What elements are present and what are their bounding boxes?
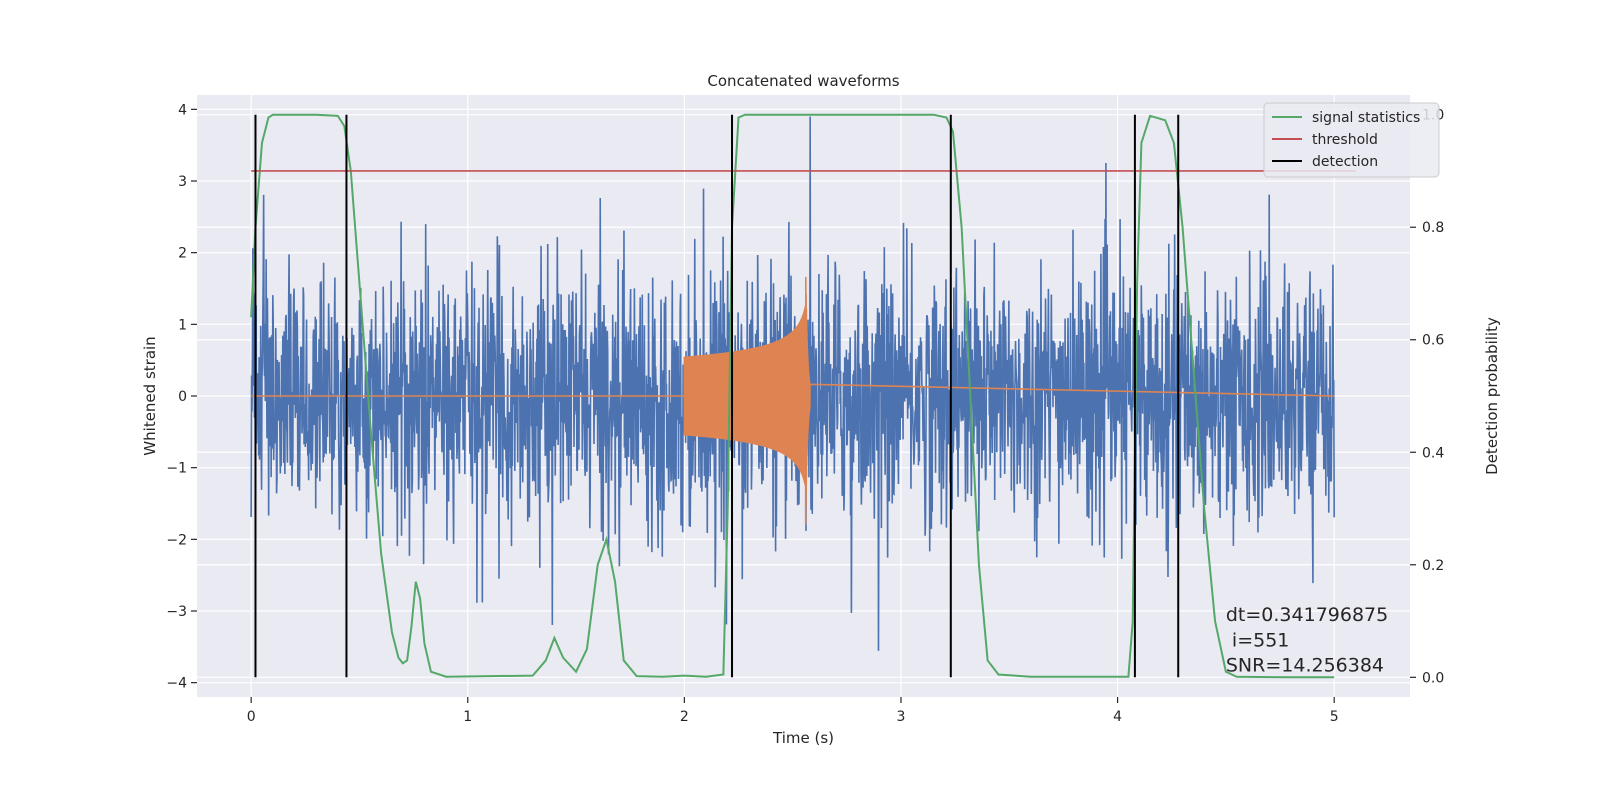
x-tick-label: 5 bbox=[1330, 709, 1339, 725]
x-tick-label: 4 bbox=[1113, 709, 1122, 725]
y2-tick-label: 0.0 bbox=[1422, 670, 1444, 686]
x-tick-label: 0 bbox=[247, 709, 256, 725]
y-tick-label: 0 bbox=[178, 389, 187, 405]
y-tick-label: −4 bbox=[166, 676, 187, 692]
injection-series-line bbox=[251, 276, 1335, 525]
signal-statistics-line bbox=[250, 113, 1335, 679]
y-axis-label: Whitened strain bbox=[141, 336, 159, 455]
annotation-dt: dt=0.341796875 bbox=[1226, 604, 1388, 626]
y2-tick-label: 0.6 bbox=[1422, 333, 1444, 349]
y-tick-label: −3 bbox=[166, 604, 187, 620]
y2-axis-label: Detection probability bbox=[1483, 317, 1501, 475]
y2-tick-label: 0.4 bbox=[1422, 445, 1444, 461]
y-tick-label: 1 bbox=[178, 317, 187, 333]
chart-title: Concatenated waveforms bbox=[707, 72, 899, 90]
y2-tick-label: 0.2 bbox=[1422, 558, 1444, 574]
y2-tick-label: 0.8 bbox=[1422, 220, 1444, 236]
legend-box bbox=[1263, 102, 1440, 178]
y-tick-label: 3 bbox=[178, 174, 187, 190]
y-tick-label: 2 bbox=[178, 246, 187, 262]
legend-label-signal-statistics: signal statistics bbox=[1312, 110, 1420, 126]
x-tick-label: 2 bbox=[680, 709, 689, 725]
x-tick-label: 1 bbox=[463, 709, 472, 725]
legend: signal statistics threshold detection bbox=[1263, 102, 1440, 178]
y-tick-label: 4 bbox=[178, 102, 187, 118]
annotation-index: i=551 bbox=[1226, 629, 1290, 651]
x-tick-label: 3 bbox=[897, 709, 906, 725]
y-tick-label: −2 bbox=[166, 532, 187, 548]
x-axis-label: Time (s) bbox=[772, 729, 834, 747]
legend-label-detection: detection bbox=[1312, 154, 1378, 170]
legend-label-threshold: threshold bbox=[1312, 132, 1378, 148]
data-layer bbox=[250, 113, 1356, 679]
y-tick-label: −1 bbox=[166, 461, 187, 477]
annotation-snr: SNR=14.256384 bbox=[1226, 655, 1384, 677]
